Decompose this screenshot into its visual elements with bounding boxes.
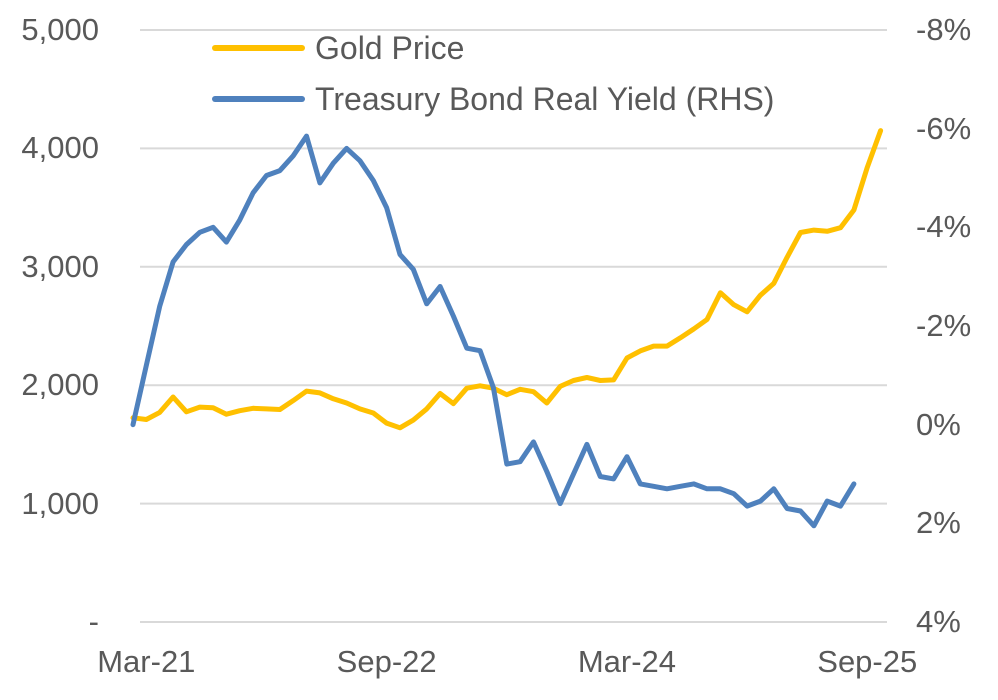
- treasury-real-yield-line-swatch: [212, 96, 305, 102]
- legend-label-gold-price: Gold Price: [315, 29, 465, 66]
- right-axis-tick: -2%: [916, 308, 972, 343]
- x-axis-tick: Sep-25: [817, 644, 918, 679]
- gold-price-line: [130, 128, 884, 431]
- right-axis-tick: 4%: [916, 604, 961, 639]
- right-axis-tick: 0%: [916, 406, 961, 442]
- legend-item-treasury-real-yield: Treasury Bond Real Yield (RHS): [212, 77, 774, 121]
- right-axis-tick: -4%: [916, 209, 972, 245]
- treasury-real-yield-line: [130, 133, 857, 529]
- left-axis-tick: -: [88, 604, 99, 639]
- left-axis-tick: 1,000: [21, 485, 99, 521]
- right-axis-tick: -8%: [916, 12, 972, 47]
- legend: Gold Price Treasury Bond Real Yield (RHS…: [212, 26, 774, 128]
- left-axis-tick: 5,000: [21, 12, 99, 47]
- left-axis-tick: 4,000: [21, 130, 99, 166]
- right-axis-tick: 2%: [916, 505, 961, 541]
- left-axis-tick: 3,000: [21, 248, 99, 284]
- legend-item-gold-price: Gold Price: [212, 26, 774, 70]
- x-axis-tick: Sep-22: [336, 644, 437, 679]
- right-axis-tick: -6%: [916, 110, 972, 146]
- left-axis-tick: 2,000: [21, 367, 99, 403]
- gold-price-line-swatch: [212, 45, 305, 51]
- x-axis-tick: Mar-21: [97, 644, 196, 679]
- x-axis-tick: Mar-24: [577, 644, 677, 679]
- legend-label-treasury-real-yield: Treasury Bond Real Yield (RHS): [315, 80, 775, 117]
